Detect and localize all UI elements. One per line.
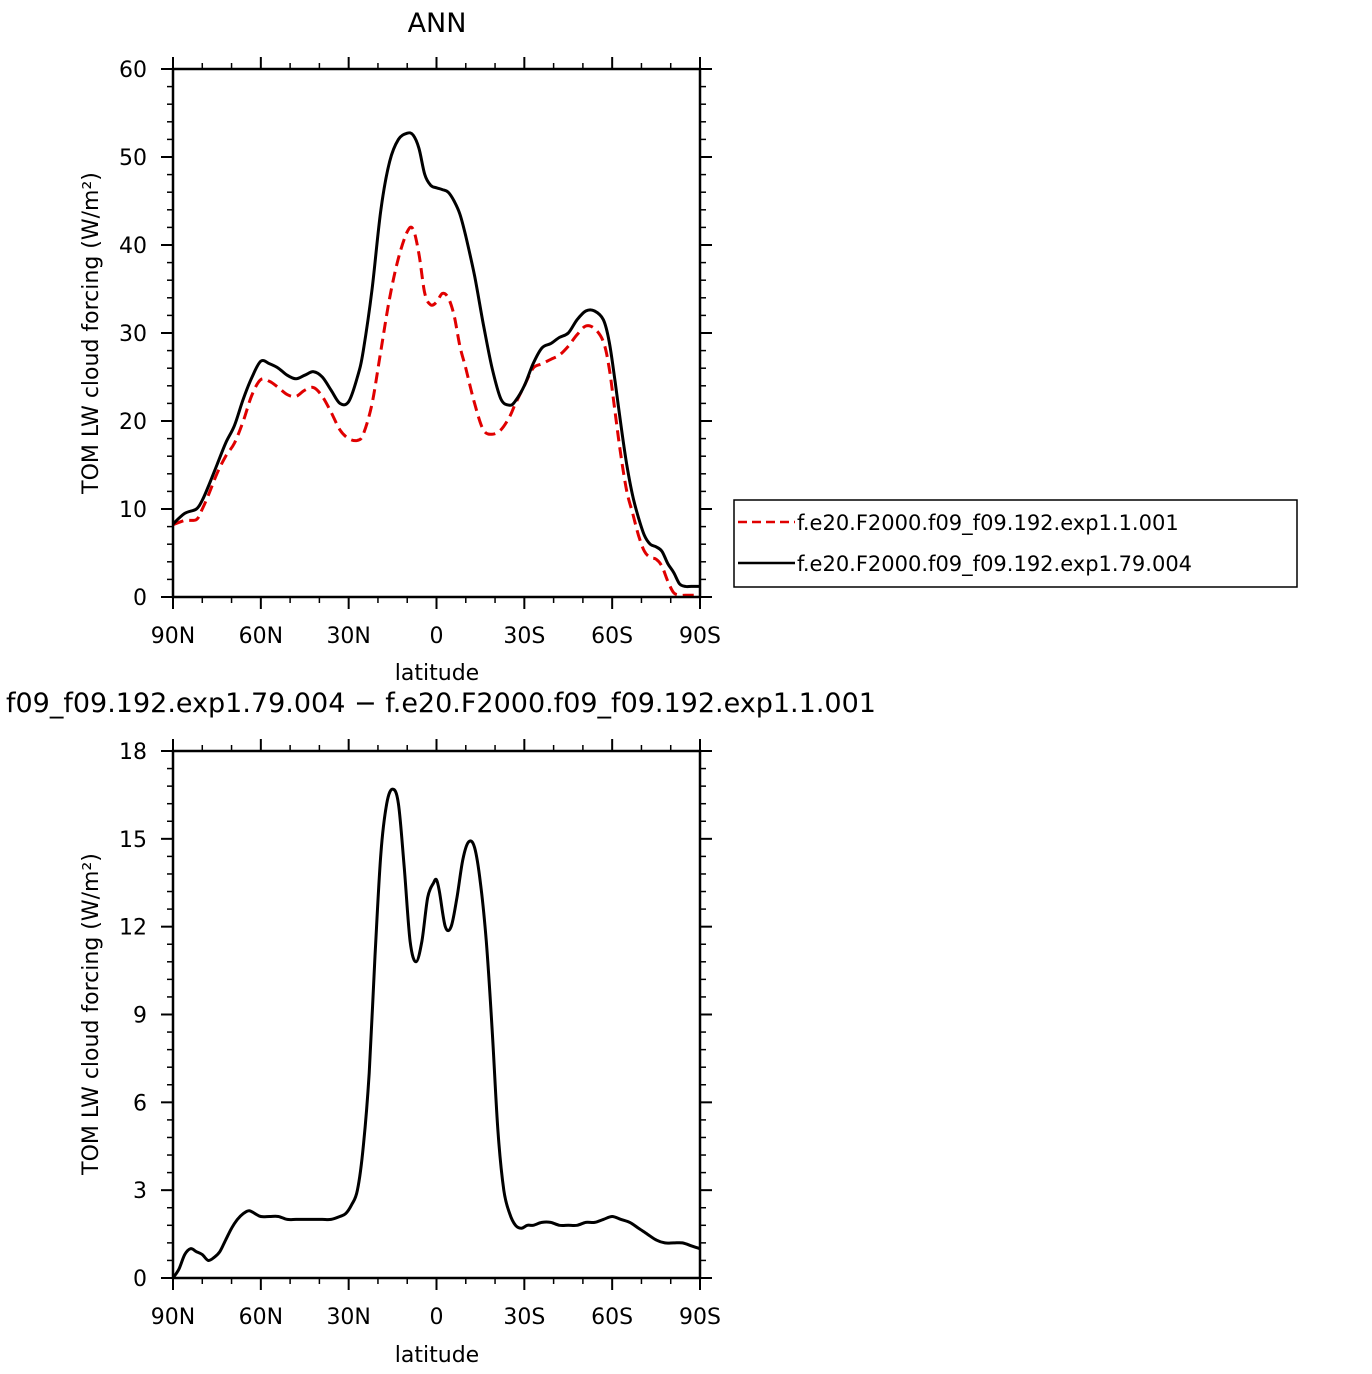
top-plot-frame [171, 67, 702, 599]
top-ytick-label: 50 [119, 146, 147, 171]
bottom-title: f09_f09.192.exp1.79.004 − f.e20.F2000.f0… [6, 688, 876, 719]
bottom-series-line-1 [171, 787, 701, 1279]
bottom-panel: f09_f09.192.exp1.79.004 − f.e20.F2000.f0… [6, 688, 876, 1368]
legend-box [733, 499, 1298, 588]
top-xtick-label: 90S [679, 624, 721, 649]
top-tick-labels: 90N 60N 30N 0 30S 60S 90S 0 10 20 30 40 50 60 [119, 58, 721, 649]
top-series-line-2 [171, 131, 700, 589]
bottom-ytick-label: 3 [133, 1179, 147, 1204]
bottom-xtick-label: 60S [591, 1305, 633, 1330]
legend-label-1: f.e20.F2000.f09_f09.192.exp1.1.001 [797, 511, 1179, 536]
bottom-tick-labels: 90N 60N 30N 0 30S 60S 90S 0 3 6 9 12 15 18 [119, 740, 721, 1330]
top-panel: ANN TOM LW cloud forcing (W/m²) latitude… [79, 8, 721, 686]
bottom-ytick-label: 9 [133, 1004, 147, 1029]
top-xtick-label: 60N [239, 624, 283, 649]
top-ytick-label: 20 [119, 410, 147, 435]
bottom-xtick-label: 60N [239, 1305, 283, 1330]
bottom-ytick-label: 0 [133, 1267, 147, 1292]
top-xtick-label: 90N [151, 624, 195, 649]
top-ytick-label: 30 [119, 322, 147, 347]
bottom-ytick-label: 15 [119, 828, 147, 853]
top-ytick-label: 60 [119, 58, 147, 83]
bottom-ylabel: TOM LW cloud forcing (W/m²) [79, 853, 104, 1176]
top-xtick-label: 0 [430, 624, 444, 649]
bottom-ytick-label: 18 [119, 740, 147, 765]
top-ytick-label: 0 [133, 586, 147, 611]
top-series-line-1 [172, 225, 700, 597]
bottom-ytick-label: 12 [119, 916, 147, 941]
top-ylabel: TOM LW cloud forcing (W/m²) [79, 172, 104, 495]
bottom-ytick-label: 6 [133, 1091, 147, 1116]
top-ytick-label: 10 [119, 498, 147, 523]
top-ytick-label: 40 [119, 234, 147, 259]
top-series [171, 131, 700, 597]
bottom-xtick-label: 0 [430, 1305, 444, 1330]
top-xtick-label: 30S [503, 624, 545, 649]
bottom-series [171, 787, 701, 1279]
legend-label-2: f.e20.F2000.f09_f09.192.exp1.79.004 [797, 552, 1192, 577]
legend: f.e20.F2000.f09_f09.192.exp1.1.001 f.e20… [733, 499, 1298, 588]
bottom-ticks [161, 739, 712, 1290]
top-ticks [161, 57, 712, 609]
bottom-xtick-label: 90S [679, 1305, 721, 1330]
bottom-xlabel: latitude [395, 1343, 479, 1368]
bottom-xtick-label: 90N [151, 1305, 195, 1330]
bottom-xtick-label: 30S [503, 1305, 545, 1330]
top-xtick-label: 60S [591, 624, 633, 649]
top-xtick-label: 30N [326, 624, 370, 649]
bottom-xtick-label: 30N [326, 1305, 370, 1330]
top-xlabel: latitude [395, 661, 479, 686]
bottom-plot-frame [171, 749, 702, 1280]
top-title: ANN [408, 8, 467, 39]
